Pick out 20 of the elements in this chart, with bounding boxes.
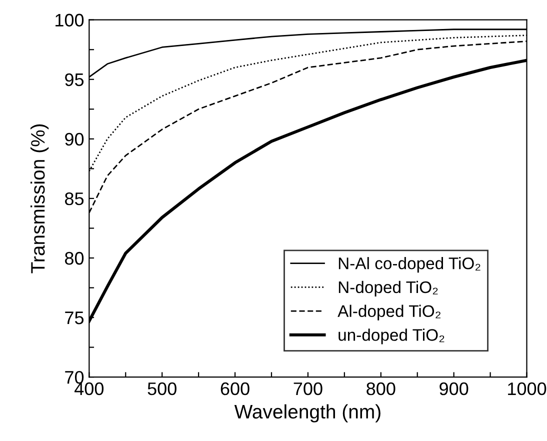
y-axis-title: Transmission (%) [30, 124, 49, 274]
x-tick-label: 800 [366, 382, 396, 396]
x-tick-label: 1000 [508, 382, 546, 396]
y-tick-label: 85 [65, 192, 84, 206]
y-tick-label: 70 [65, 370, 84, 384]
x-tick-label: 700 [294, 382, 322, 396]
x-tick-label: 500 [148, 382, 176, 396]
x-tick-label: 600 [220, 382, 250, 396]
y-tick-label: 100 [56, 14, 84, 27]
legend-label: N-doped TiO₂ [338, 280, 438, 296]
x-axis-title: Wavelength (nm) [234, 404, 380, 422]
y-tick-label: 75 [65, 312, 84, 324]
legend-label: un-doped TiO₂ [338, 328, 444, 344]
y-tick-label: 80 [65, 252, 84, 265]
x-tick-label: 400 [74, 382, 104, 396]
legend-label: N-Al co-doped TiO₂ [338, 257, 480, 273]
legend-label: Al-doped TiO₂ [338, 304, 440, 320]
y-tick-label: 95 [65, 73, 84, 86]
x-tick-label: 900 [440, 382, 468, 396]
y-tick-label: 90 [65, 132, 84, 146]
